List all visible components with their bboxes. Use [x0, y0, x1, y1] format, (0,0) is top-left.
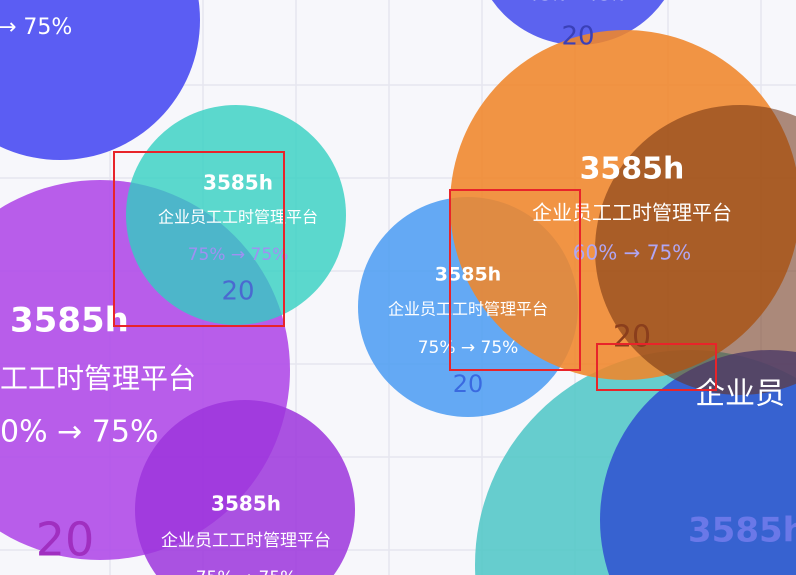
highlight-box [596, 343, 717, 391]
hours: 3585h [203, 171, 273, 195]
badge: 20 [453, 370, 484, 398]
highlight-box [449, 189, 581, 371]
name: 工工时管理平台 [0, 362, 196, 395]
bubble [595, 105, 796, 395]
hours: 3585h [580, 152, 685, 187]
highlight-box [113, 151, 285, 327]
name: 企业员工工时管理平台 [158, 208, 318, 227]
bubble [600, 350, 796, 575]
hours: 3585h [211, 492, 281, 516]
hours: 3585h [435, 264, 501, 286]
badge: 20 [613, 320, 651, 355]
badge: 20 [36, 513, 95, 567]
ratio: 0% → 75% [0, 415, 158, 450]
ratio: 75% → 75% [531, 0, 626, 5]
name: 企业员 [695, 377, 785, 412]
hours: 3585h [10, 301, 129, 341]
ratio: 75% → 75% [188, 245, 289, 265]
bubble [135, 400, 355, 575]
ratio: 75% → 75% [418, 338, 519, 358]
name: 企业员工工时管理平台 [532, 201, 732, 225]
bubble [0, 0, 200, 160]
badge: 20 [561, 22, 594, 52]
ratio: → 75% [0, 15, 72, 40]
name: 企业员工工时管理平台 [388, 300, 548, 319]
ratio: 60% → 75% [573, 241, 691, 265]
ratio: 75% → 75% [196, 568, 297, 575]
name: 企业员工工时管理平台 [161, 531, 331, 551]
badge: 20 [221, 277, 254, 307]
annotations [113, 151, 717, 391]
hours: 3585h [688, 511, 796, 551]
bubble [126, 105, 346, 325]
